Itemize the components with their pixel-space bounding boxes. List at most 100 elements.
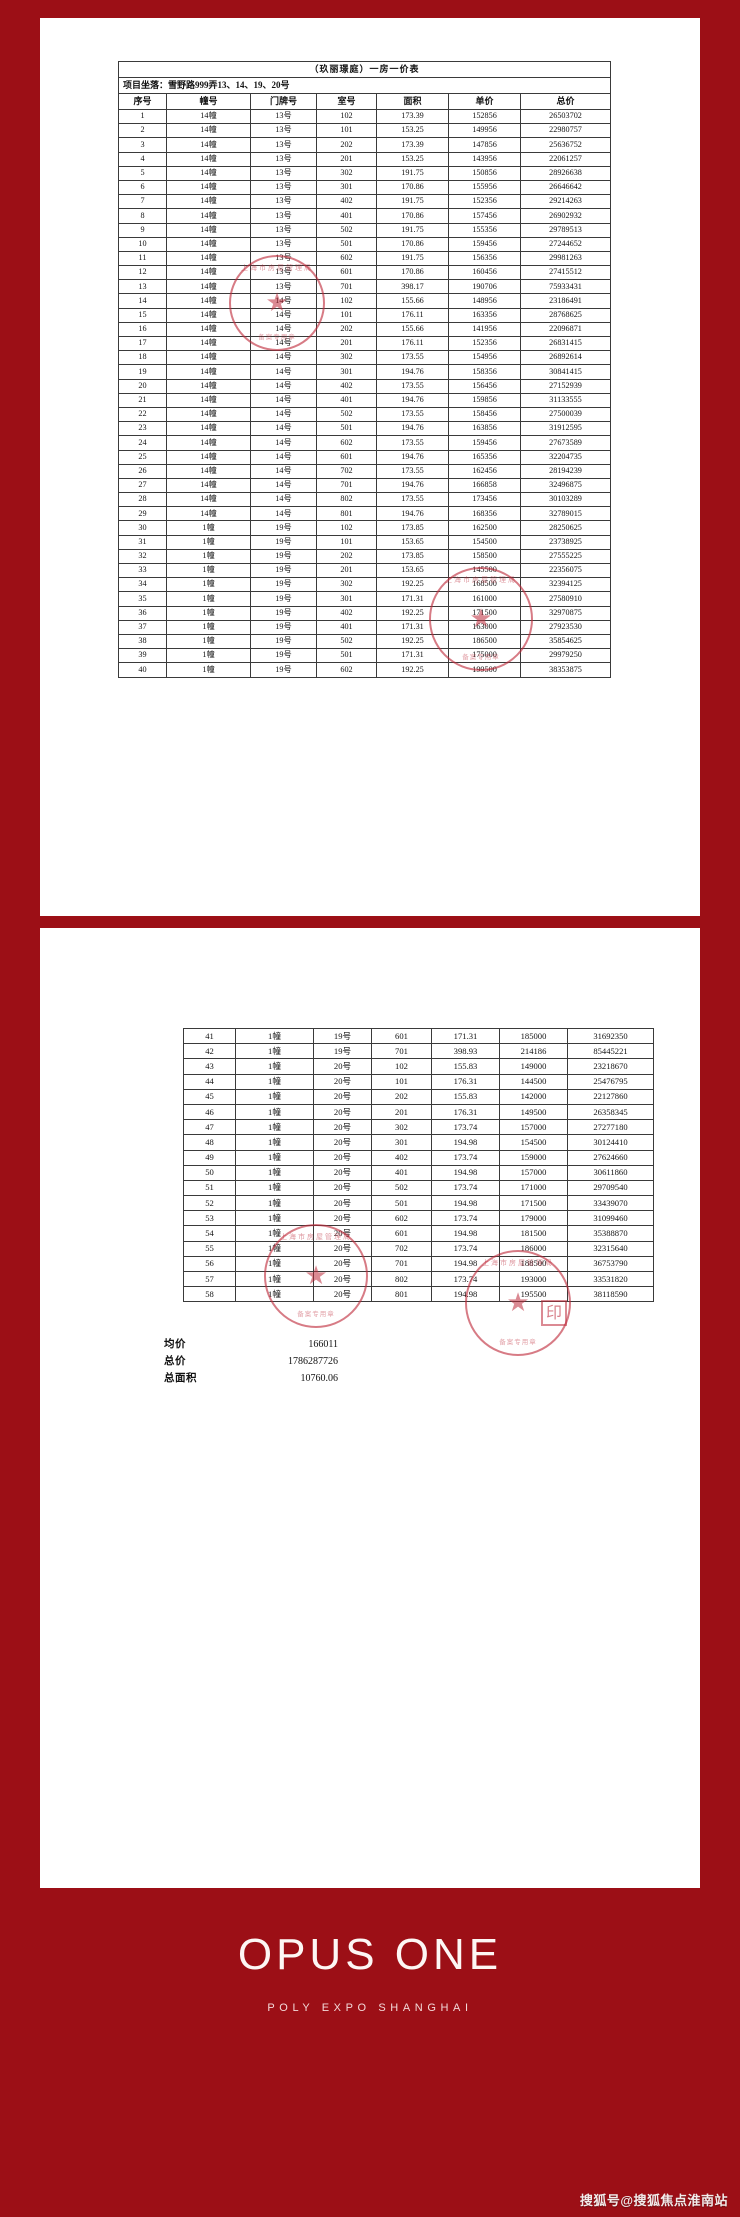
table-row: 34 1幢 19号 302 192.25 168500 32394125 [118,577,611,593]
table-row: 5 14幢 13号 302 191.75 150856 28926638 [118,165,611,181]
table-cell-幢号: 1幢 [235,1195,314,1212]
table-row: 40 1幢 19号 602 192.25 199500 38353875 [118,662,611,678]
table-cell-面积: 194.76 [376,364,449,380]
table-cell-室号: 702 [316,463,377,479]
table-cell-幢号: 14幢 [166,108,251,125]
table-cell-门牌号: 14号 [250,477,317,494]
table-cell-总价: 28250625 [520,520,611,536]
table-cell-总价: 26358345 [567,1103,654,1121]
table-cell-序号: 7 [118,194,167,210]
table-cell-面积: 171.31 [431,1027,500,1045]
table-cell-门牌号: 13号 [250,265,317,281]
table-cell-总价: 26503702 [520,108,611,125]
table-cell-总价: 23738925 [520,534,611,550]
table-cell-门牌号: 13号 [250,236,317,252]
table-cell-室号: 601 [371,1225,432,1242]
table-cell-幢号: 1幢 [166,577,251,593]
table-cell-门牌号: 14号 [250,307,317,323]
table-cell-室号: 202 [316,548,377,565]
column-header-1: 幢号 [166,93,251,110]
table-cell-单价: 144500 [499,1073,568,1090]
table-cell-室号: 601 [371,1027,432,1045]
table-cell-总价: 38118590 [567,1286,654,1303]
table-cell-总价: 35388870 [567,1225,654,1242]
table-row: 3 14幢 13号 202 173.39 147856 25636752 [118,137,611,153]
table-cell-面积: 171.31 [376,648,449,664]
table-cell-单价: 188500 [499,1255,568,1273]
table-row: 42 1幢 19号 701 398.93 214186 85445221 [183,1043,654,1060]
table-cell-面积: 153.25 [376,151,449,167]
table-cell-室号: 201 [371,1103,432,1121]
table-cell-室号: 402 [316,194,377,210]
table-cell-室号: 501 [316,648,377,664]
table-cell-序号: 17 [118,335,167,352]
table-cell-面积: 194.98 [431,1164,500,1181]
table-cell-序号: 16 [118,321,167,338]
table-cell-单价: 160456 [448,265,521,281]
table-row: 13 14幢 13号 701 398.17 190706 75933431 [118,279,611,295]
table-cell-总价: 28926638 [520,165,611,181]
table-row: 4 14幢 13号 201 153.25 143956 22061257 [118,151,611,167]
table-row: 7 14幢 13号 402 191.75 152356 29214263 [118,194,611,210]
table-row: 32 1幢 19号 202 173.85 158500 27555225 [118,548,611,565]
table-row: 45 1幢 20号 202 155.83 142000 22127860 [183,1088,654,1105]
table-cell-总价: 29981263 [520,250,611,267]
table-cell-门牌号: 20号 [313,1225,372,1242]
table-cell-门牌号: 13号 [250,151,317,167]
table-cell-序号: 52 [183,1195,236,1212]
table-cell-单价: 162456 [448,463,521,479]
table-cell-序号: 6 [118,179,167,196]
table-row: 30 1幢 19号 102 173.85 162500 28250625 [118,520,611,536]
table-cell-面积: 173.85 [376,520,449,536]
table-cell-门牌号: 20号 [313,1210,372,1227]
table-cell-面积: 194.98 [431,1255,500,1273]
table-cell-面积: 173.55 [376,350,449,366]
table-cell-室号: 701 [371,1255,432,1273]
table-cell-门牌号: 19号 [250,662,317,678]
table-cell-室号: 501 [316,421,377,437]
table-cell-总价: 27415512 [520,265,611,281]
table-cell-序号: 21 [118,392,167,408]
table-cell-面积: 153.65 [376,562,449,579]
table-cell-门牌号: 14号 [250,378,317,394]
column-header-3: 室号 [316,93,377,110]
table-cell-总价: 85445221 [567,1043,654,1060]
table-cell-门牌号: 19号 [250,548,317,565]
table-cell-单价: 149956 [448,123,521,139]
table-cell-单价: 150856 [448,165,521,181]
table-cell-室号: 101 [316,534,377,550]
brand-subtitle: POLY EXPO SHANGHAI [267,2002,473,2014]
table-cell-面积: 194.98 [431,1286,500,1303]
table-cell-单价: 158456 [448,406,521,423]
table-cell-序号: 3 [118,137,167,153]
table-cell-单价: 156356 [448,250,521,267]
table-cell-幢号: 1幢 [166,548,251,565]
table-cell-单价: 179000 [499,1210,568,1227]
table-cell-幢号: 14幢 [166,151,251,167]
brand-title: OPUS ONE [237,1930,503,1979]
table-cell-面积: 155.66 [376,321,449,338]
table-cell-总价: 33531820 [567,1270,654,1288]
table-cell-门牌号: 13号 [250,208,317,224]
price-table-page-1: （玖丽璟庭）一房一价表 项目坐落：雪野路999弄13、14、19、20号 序号幢… [118,61,611,678]
table-row: 26 14幢 14号 702 173.55 162456 28194239 [118,463,611,479]
table-cell-室号: 301 [316,591,377,607]
table-cell-幢号: 1幢 [235,1286,314,1303]
table-cell-单价: 156456 [448,378,521,394]
table-cell-面积: 194.98 [431,1195,500,1212]
table-cell-门牌号: 19号 [250,605,317,621]
summary-row: 总价 1786287726 [164,1353,338,1370]
table-cell-总价: 27152939 [520,378,611,394]
summary-label: 均价 [164,1339,186,1350]
table-cell-单价: 149000 [499,1058,568,1075]
table-cell-幢号: 14幢 [166,250,251,267]
table-cell-总价: 27500039 [520,406,611,423]
table-row: 23 14幢 14号 501 194.76 163856 31912595 [118,421,611,437]
table-cell-序号: 46 [183,1103,236,1121]
table-row: 25 14幢 14号 601 194.76 165356 32204735 [118,449,611,465]
table-cell-幢号: 14幢 [166,506,251,522]
summary-label: 总面积 [164,1373,197,1384]
table-body-page-1: 1 14幢 13号 102 173.39 152856 26503702 2 14幢 13号 101… [118,108,611,678]
table-cell-序号: 34 [118,577,167,593]
table-cell-室号: 701 [371,1043,432,1060]
